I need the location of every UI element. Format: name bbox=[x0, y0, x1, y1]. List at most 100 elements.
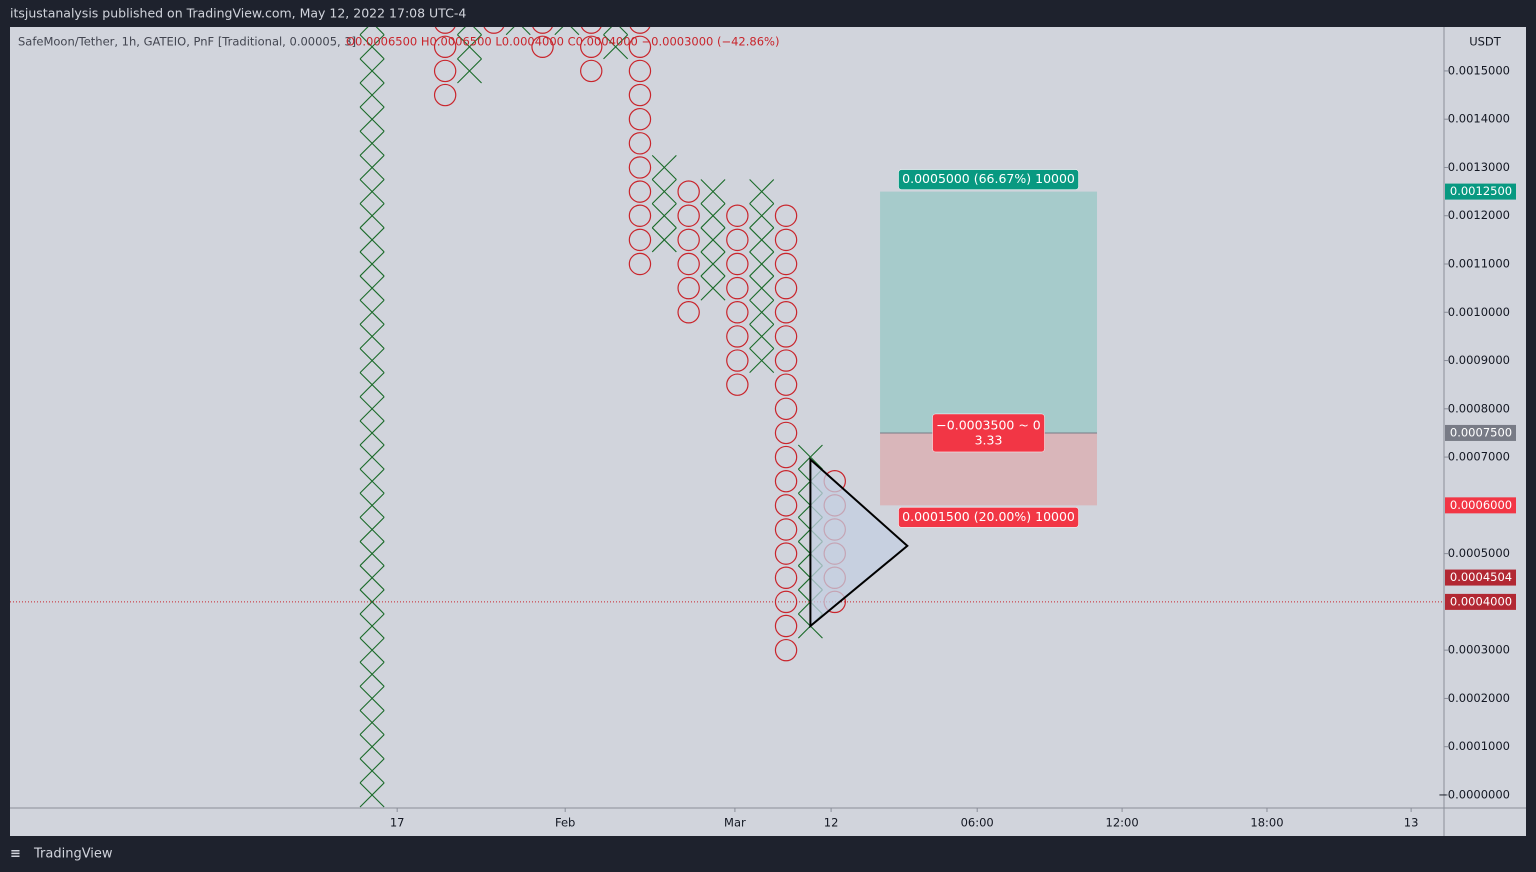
o-box bbox=[726, 252, 749, 276]
price-label-box bbox=[1445, 424, 1516, 441]
o-box bbox=[628, 180, 652, 203]
x-tick-label: Mar bbox=[724, 816, 746, 830]
o-box bbox=[433, 59, 457, 83]
y-tick-label: 0.0007000 bbox=[1448, 450, 1510, 464]
o-box bbox=[774, 325, 798, 348]
o-box bbox=[774, 494, 798, 517]
o-column bbox=[483, 27, 505, 34]
x-box bbox=[359, 130, 385, 156]
y-tick-label: 0.0012000 bbox=[1448, 208, 1510, 222]
x-box bbox=[651, 227, 677, 253]
x-box bbox=[554, 27, 580, 36]
entry-label-box bbox=[932, 413, 1045, 453]
x-box bbox=[749, 348, 775, 373]
x-tick-label: 12:00 bbox=[1106, 816, 1139, 830]
x-box bbox=[359, 34, 385, 60]
logo-mark: ≡ bbox=[10, 847, 21, 862]
x-box bbox=[700, 179, 726, 205]
x-box bbox=[700, 275, 726, 301]
o-box bbox=[677, 228, 700, 252]
x-box bbox=[457, 27, 482, 36]
y-tick-label: 0.0011000 bbox=[1448, 257, 1510, 271]
axis-unit: USDT bbox=[1469, 35, 1502, 49]
x-box bbox=[506, 0, 530, 11]
x-box bbox=[749, 227, 775, 253]
price-label-box bbox=[1445, 183, 1516, 200]
o-box bbox=[434, 27, 456, 34]
o-box bbox=[580, 27, 602, 34]
o-box bbox=[726, 276, 749, 300]
o-box bbox=[677, 252, 700, 276]
x-box bbox=[359, 27, 385, 36]
o-box bbox=[774, 614, 798, 638]
o-box bbox=[580, 59, 603, 83]
x-box bbox=[359, 203, 385, 229]
x-box bbox=[359, 82, 385, 108]
ratio-label: 3.33 bbox=[975, 432, 1003, 447]
x-box bbox=[359, 444, 385, 470]
o-box bbox=[774, 276, 798, 300]
y-tick-label: 0.0003000 bbox=[1448, 643, 1510, 657]
o-box bbox=[774, 566, 798, 589]
target-label-box bbox=[898, 169, 1079, 190]
o-box bbox=[774, 542, 798, 565]
o-box bbox=[581, 0, 602, 9]
x-column bbox=[457, 27, 482, 84]
y-tick-label: 0.0005000 bbox=[1448, 546, 1510, 560]
x-box bbox=[457, 34, 482, 60]
o-box bbox=[774, 252, 798, 276]
x-box bbox=[749, 203, 775, 229]
o-box bbox=[726, 349, 749, 372]
o-box bbox=[774, 421, 798, 445]
o-box bbox=[628, 107, 652, 131]
profit-zone bbox=[880, 191, 1098, 433]
x-box bbox=[359, 541, 385, 567]
x-column bbox=[554, 0, 580, 36]
triangle-pattern bbox=[809, 457, 909, 629]
o-box bbox=[774, 590, 798, 614]
x-box bbox=[749, 251, 775, 277]
x-tick-label: Feb bbox=[555, 816, 575, 830]
x-box bbox=[651, 155, 677, 180]
price-label-box bbox=[1445, 569, 1516, 586]
x-box bbox=[797, 444, 823, 470]
o-box bbox=[726, 325, 749, 348]
o-box bbox=[774, 301, 798, 324]
o-box bbox=[628, 132, 652, 155]
x-column bbox=[749, 179, 775, 373]
x-tick-label: 13 bbox=[1404, 816, 1419, 830]
x-box bbox=[359, 106, 385, 132]
header: itsjustanalysis published on TradingView… bbox=[10, 6, 466, 21]
o-box bbox=[677, 301, 700, 324]
o-box bbox=[483, 27, 505, 34]
x-box bbox=[359, 613, 385, 639]
o-box bbox=[677, 276, 700, 300]
o-box bbox=[677, 204, 700, 227]
x-box bbox=[555, 0, 579, 11]
stop-label-box bbox=[898, 507, 1079, 528]
x-box bbox=[359, 468, 385, 494]
price-label: 0.0004000 bbox=[1450, 594, 1512, 608]
x-box bbox=[457, 58, 482, 84]
price-label-box bbox=[1445, 497, 1516, 514]
x-box bbox=[359, 758, 385, 784]
x-tick-label: 17 bbox=[390, 816, 405, 830]
price-label-box bbox=[1445, 593, 1516, 610]
x-box bbox=[651, 179, 677, 205]
x-tick-label: 06:00 bbox=[961, 816, 994, 830]
o-box bbox=[628, 228, 652, 252]
x-tick-label: 18:00 bbox=[1250, 816, 1283, 830]
x-box bbox=[359, 685, 385, 711]
o-box bbox=[726, 204, 749, 227]
target-label: 0.0005000 (66.67%) 10000 bbox=[902, 171, 1075, 186]
y-tick-label: 0.0001000 bbox=[1448, 739, 1510, 753]
y-tick-label: 0.0002000 bbox=[1448, 691, 1510, 705]
x-box bbox=[359, 251, 385, 277]
x-tick-label: 12 bbox=[824, 816, 839, 830]
o-box bbox=[628, 59, 652, 83]
o-column bbox=[580, 0, 603, 83]
x-box bbox=[359, 492, 385, 518]
o-box bbox=[580, 35, 603, 59]
y-tick-label: 0.0010000 bbox=[1448, 305, 1510, 319]
o-box bbox=[677, 180, 700, 203]
